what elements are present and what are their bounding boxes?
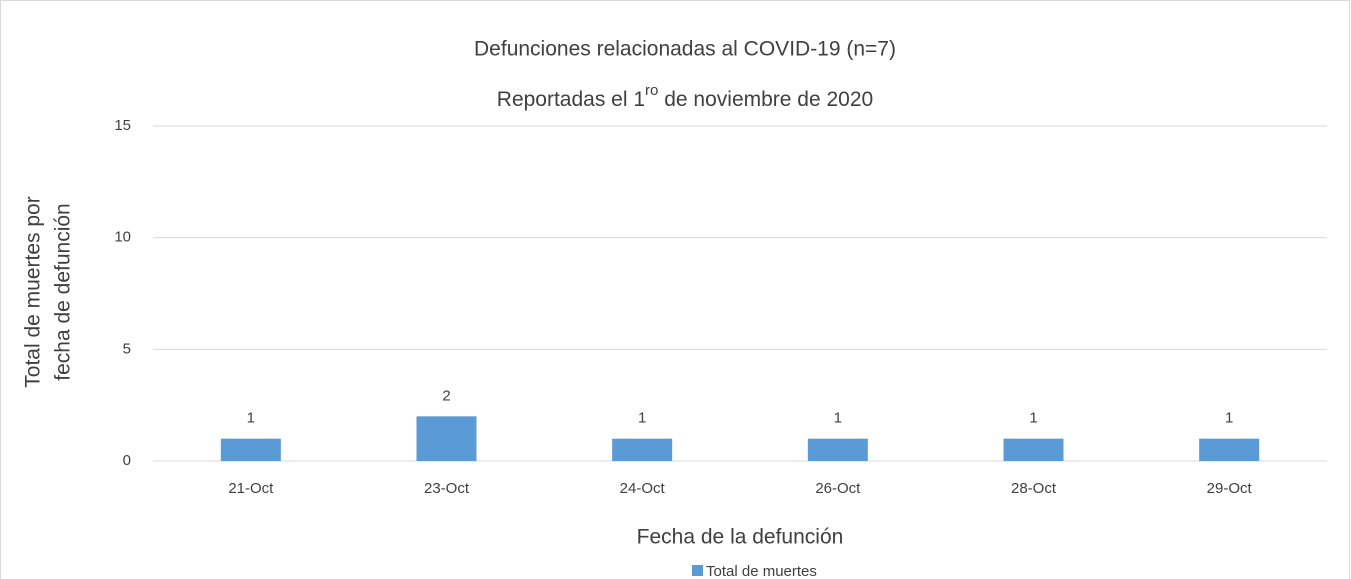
subtitle-superscript: ro [645,82,658,99]
data-label: 1 [1225,410,1233,427]
chart-subtitle: Reportadas el 1ro de noviembre de 2020 [497,82,873,111]
legend-swatch [692,565,703,576]
subtitle-text: Reportadas el 1 [497,88,645,111]
y-tick-label: 0 [123,452,131,469]
x-tick-label: 28-Oct [1011,480,1057,497]
bar [416,416,477,461]
y-tick-label: 10 [114,229,131,246]
bar [1199,438,1260,461]
y-tick-label: 15 [114,117,131,134]
x-axis-label: Fecha de la defunción [637,526,844,549]
x-tick-label: 29-Oct [1207,480,1253,497]
data-label: 1 [1029,410,1037,427]
x-tick-label: 24-Oct [620,480,666,497]
x-tick-label: 21-Oct [228,480,274,497]
data-label: 1 [834,410,842,427]
bar [612,438,673,461]
y-tick-label: 5 [123,340,131,357]
x-tick-label: 23-Oct [424,480,470,497]
y-axis-label: Total de muertes por [22,196,45,387]
legend-label: Total de muertes [706,563,817,579]
bar [220,438,281,461]
data-label: 1 [638,410,646,427]
bar [1003,438,1064,461]
chart-title: Defunciones relacionadas al COVID-19 (n=… [474,38,896,61]
x-tick-label: 26-Oct [815,480,861,497]
y-axis-label: fecha de defunción [52,203,75,380]
data-label: 2 [442,387,450,404]
subtitle-rest: de noviembre de 2020 [658,88,873,111]
data-label: 1 [247,410,255,427]
bar [807,438,868,461]
